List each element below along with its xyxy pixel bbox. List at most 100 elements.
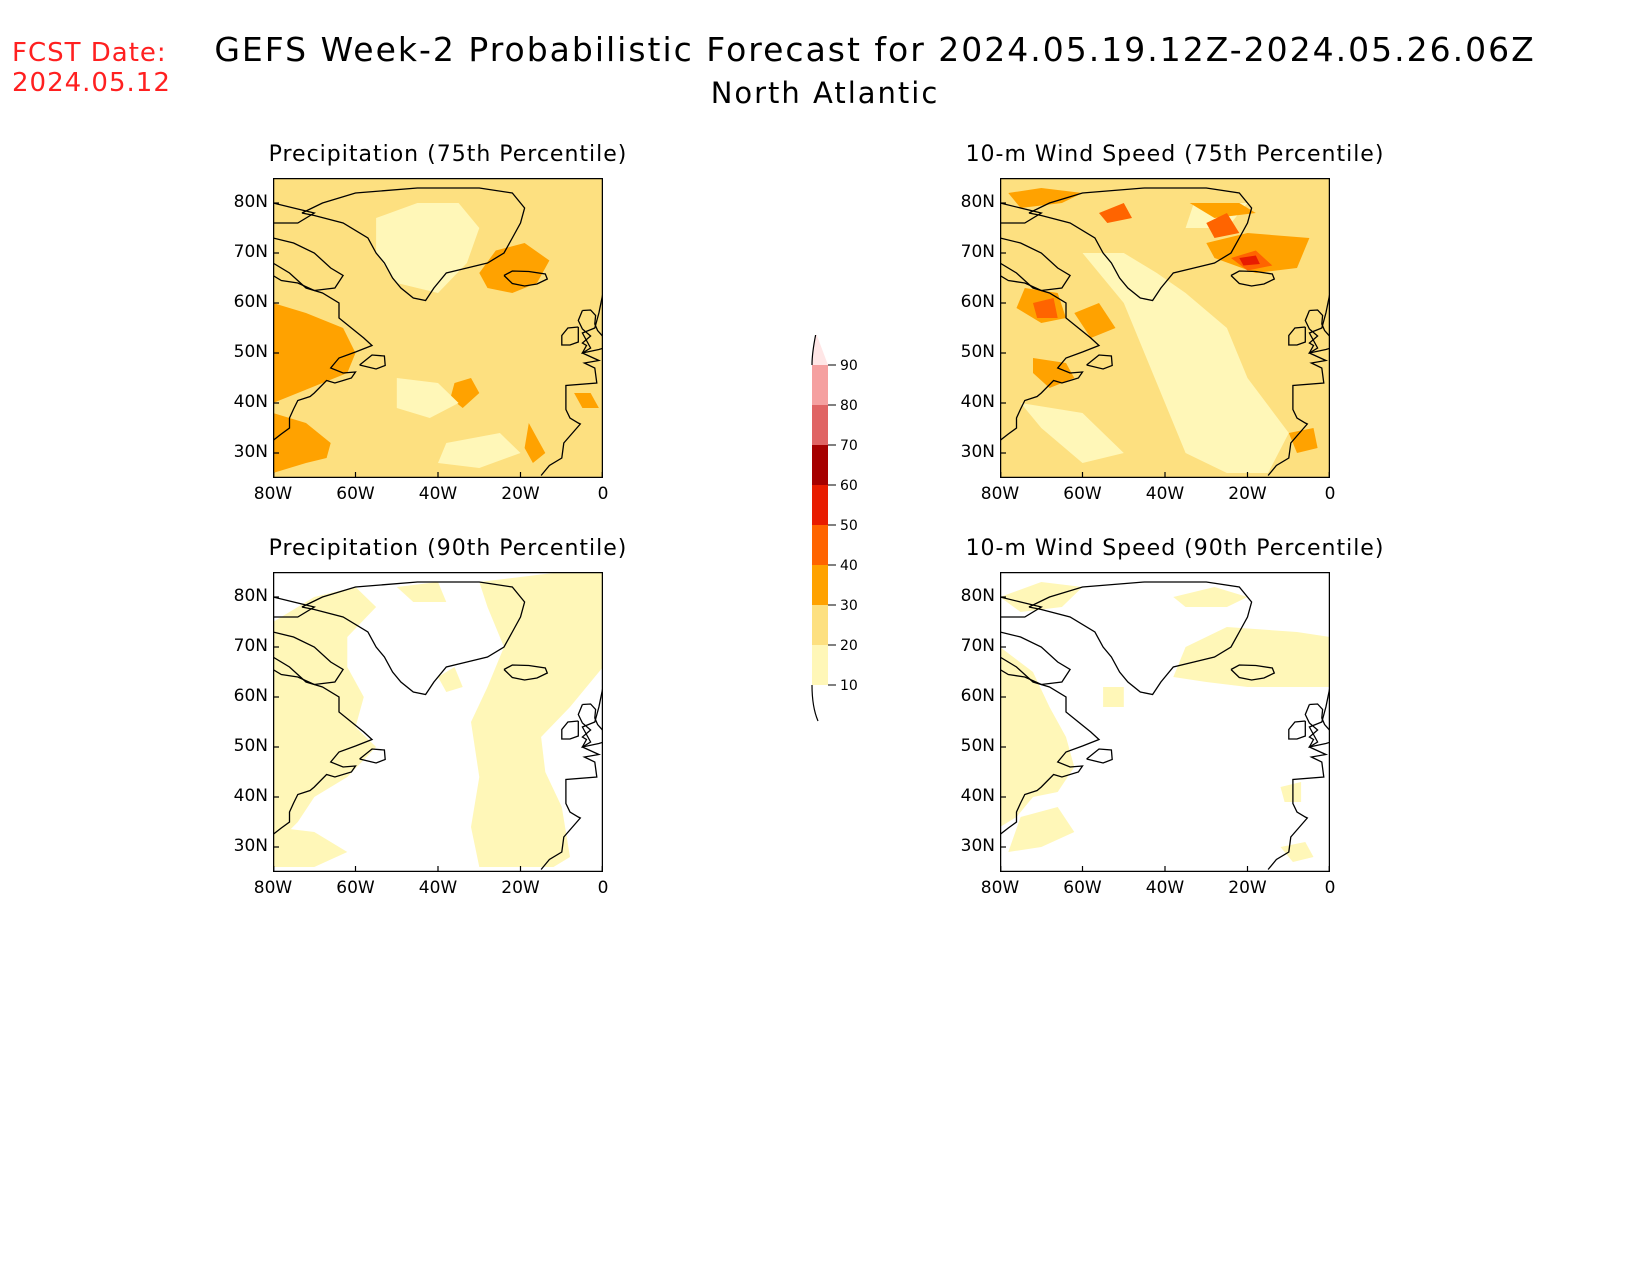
coastline (1267, 292, 1330, 476)
coastline (1288, 326, 1306, 346)
contour-region (438, 667, 463, 692)
panel-title: Precipitation (90th Percentile) (268, 536, 628, 561)
lat-label: 40N (233, 786, 268, 806)
fcst-date-label: FCST Date: (12, 38, 167, 68)
lon-label: 60W (336, 484, 375, 504)
contour-region (1082, 253, 1289, 473)
colorbar-segment (812, 565, 828, 605)
map-precip-75 (273, 178, 603, 478)
colorbar-label: 30 (840, 598, 858, 614)
lon-label: 80W (253, 484, 293, 504)
lat-label: 40N (233, 392, 268, 412)
coastline (273, 656, 374, 836)
page-title: GEFS Week-2 Probabilistic Forecast for 2… (214, 30, 1536, 69)
lon-label: 60W (1063, 878, 1102, 898)
coastline (1028, 581, 1253, 696)
lat-label: 30N (233, 442, 268, 462)
coastline (273, 596, 316, 618)
colorbar-segment (812, 445, 828, 485)
coastline (1086, 748, 1113, 764)
panel-title: 10-m Wind Speed (90th Percentile) (965, 536, 1385, 561)
lat-label: 70N (960, 636, 995, 656)
coastline (503, 270, 549, 287)
lat-label: 70N (960, 242, 995, 262)
lon-label: 60W (336, 878, 375, 898)
lat-label: 50N (233, 342, 268, 362)
lon-label: 20W (1228, 878, 1267, 898)
lat-label: 80N (233, 192, 268, 212)
contour-region (1239, 255, 1260, 266)
coastline (273, 237, 345, 292)
colorbar-label: 20 (840, 638, 858, 654)
lon-label: 40W (418, 484, 458, 504)
coastline (1000, 631, 1072, 686)
lat-label: 80N (960, 192, 995, 212)
colorbar-label: 90 (840, 358, 858, 374)
coastline (540, 686, 603, 870)
contour-region (450, 378, 480, 408)
panel-wind-90: 10-m Wind Speed (90th Percentile) 80N 70N… (945, 536, 1405, 906)
colorbar-label: 60 (840, 478, 858, 494)
coastline (1086, 354, 1113, 370)
lat-label: 60N (233, 686, 268, 706)
colorbar-outline (811, 332, 817, 366)
contour-region (524, 423, 546, 463)
contour-region (1206, 213, 1240, 238)
contour-region (396, 582, 447, 602)
coastline (301, 187, 526, 302)
region-subtitle: North Atlantic (710, 76, 940, 110)
coastline (359, 354, 386, 370)
coastline (273, 631, 345, 686)
lat-label: 80N (960, 586, 995, 606)
coastline (1000, 656, 1101, 836)
lon-label: 80W (980, 484, 1020, 504)
contour-region (1008, 188, 1083, 208)
lat-label: 50N (960, 736, 995, 756)
colorbar-segment (812, 365, 828, 405)
lon-label: 0 (1324, 878, 1336, 898)
lat-label: 50N (960, 342, 995, 362)
colorbar-graphic: 10 20 30 40 50 60 70 80 90 (811, 332, 858, 722)
panel-wind-75: 10-m Wind Speed (75th Percentile) 80N 70N… (945, 142, 1405, 512)
map-svg (1000, 178, 1330, 478)
colorbar-label: 80 (840, 398, 858, 414)
map-wind-75 (1000, 178, 1330, 478)
lat-label: 50N (233, 736, 268, 756)
map-svg (1000, 572, 1330, 872)
map-svg (273, 178, 603, 478)
lon-label: 0 (597, 484, 609, 504)
colorbar-label: 10 (840, 678, 858, 694)
contour-region (1280, 842, 1314, 862)
contour-region (1173, 587, 1248, 607)
colorbar-bottom-extension (812, 685, 828, 721)
colorbar-segment (812, 525, 828, 565)
colorbar-segment (812, 645, 828, 685)
lon-label: 0 (597, 878, 609, 898)
colorbar-outline (811, 684, 819, 722)
coastline (577, 309, 603, 354)
contour-region (1000, 647, 1075, 827)
coastline (1028, 187, 1253, 302)
lon-label: 80W (980, 878, 1020, 898)
lat-label: 30N (960, 836, 995, 856)
coastline (561, 720, 579, 740)
lon-label: 40W (418, 878, 458, 898)
contour-region (438, 433, 521, 468)
lat-label: 80N (233, 586, 268, 606)
lat-label: 60N (233, 292, 268, 312)
lon-label: 60W (1063, 484, 1102, 504)
coastline (577, 703, 603, 748)
contour-region (1099, 203, 1132, 223)
panel-precip-90: Precipitation (90th Percentile) 80N 70N 60… (218, 536, 678, 906)
contour-region (1000, 582, 1083, 612)
contour-region (1020, 403, 1124, 463)
lat-label: 30N (960, 442, 995, 462)
colorbar-label: 50 (840, 518, 858, 534)
fcst-date-block: FCST Date: 2024.05.12 (12, 38, 171, 98)
coastline (561, 326, 579, 346)
contour-region (376, 203, 480, 293)
contour-region (396, 378, 459, 418)
contour-region (1173, 627, 1330, 687)
contour-region (1288, 428, 1318, 453)
contour-region (1033, 358, 1075, 388)
